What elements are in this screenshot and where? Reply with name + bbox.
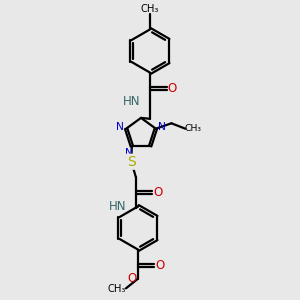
Text: N: N bbox=[116, 122, 124, 132]
Text: N: N bbox=[158, 122, 166, 132]
Text: O: O bbox=[168, 82, 177, 95]
Text: N: N bbox=[125, 148, 134, 158]
Text: CH₃: CH₃ bbox=[141, 4, 159, 14]
Text: O: O bbox=[128, 272, 136, 285]
Text: HN: HN bbox=[123, 95, 140, 109]
Text: CH₃: CH₃ bbox=[184, 124, 202, 133]
Text: O: O bbox=[154, 186, 163, 199]
Text: CH₃: CH₃ bbox=[108, 284, 126, 295]
Text: S: S bbox=[127, 155, 136, 169]
Text: HN: HN bbox=[109, 200, 126, 213]
Text: O: O bbox=[155, 259, 164, 272]
